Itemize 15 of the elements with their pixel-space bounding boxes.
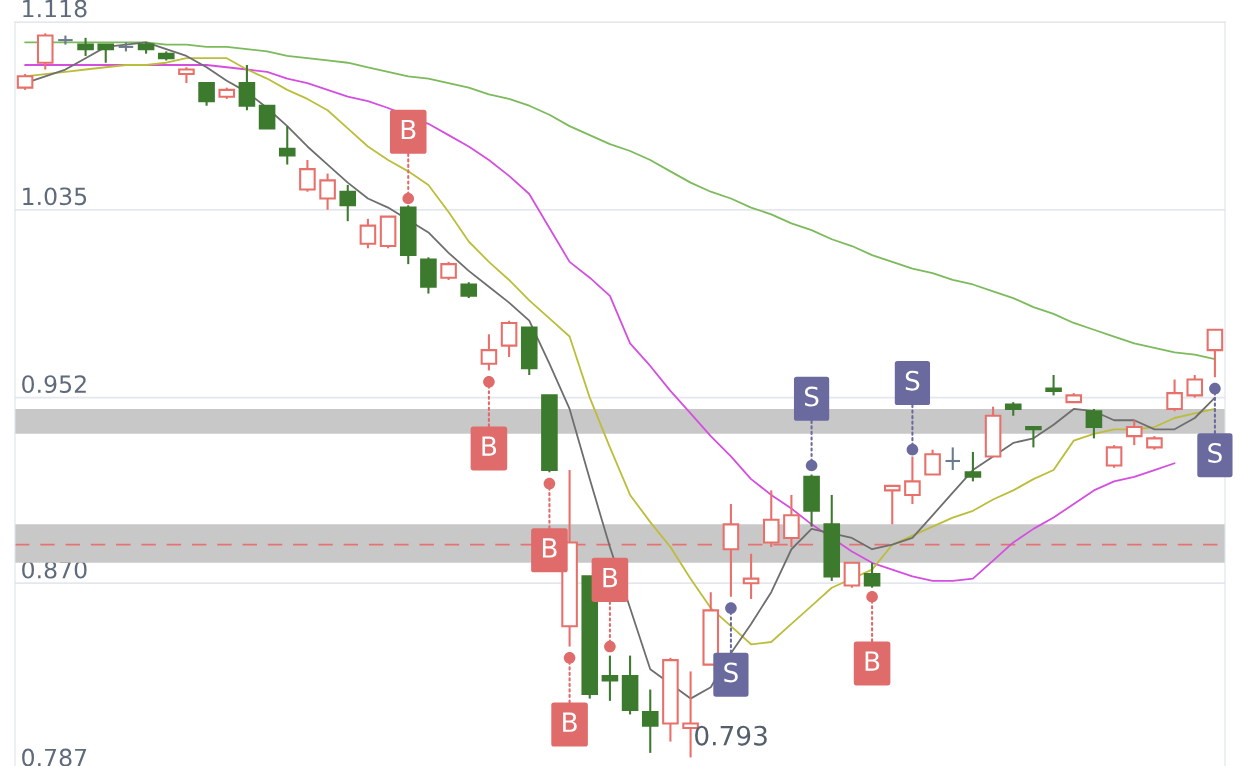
data-label: S (1208, 442, 1222, 463)
data-label: B (865, 651, 880, 671)
y-tick-label: 0.787 (22, 748, 87, 766)
y-tick-label: 1.035 (23, 187, 87, 206)
data-label: B (603, 567, 618, 588)
data-label: B (563, 712, 577, 732)
annotation: 0.793 (695, 725, 767, 746)
data-label: B (401, 119, 416, 140)
y-tick-label: 0.952 (22, 375, 86, 394)
y-tick-label: 1.118 (23, 0, 87, 18)
data-label: S (724, 662, 738, 683)
data-label: S (804, 386, 819, 407)
data-label: S (905, 370, 920, 391)
data-label: B (542, 538, 557, 558)
data-label: B (482, 436, 497, 456)
